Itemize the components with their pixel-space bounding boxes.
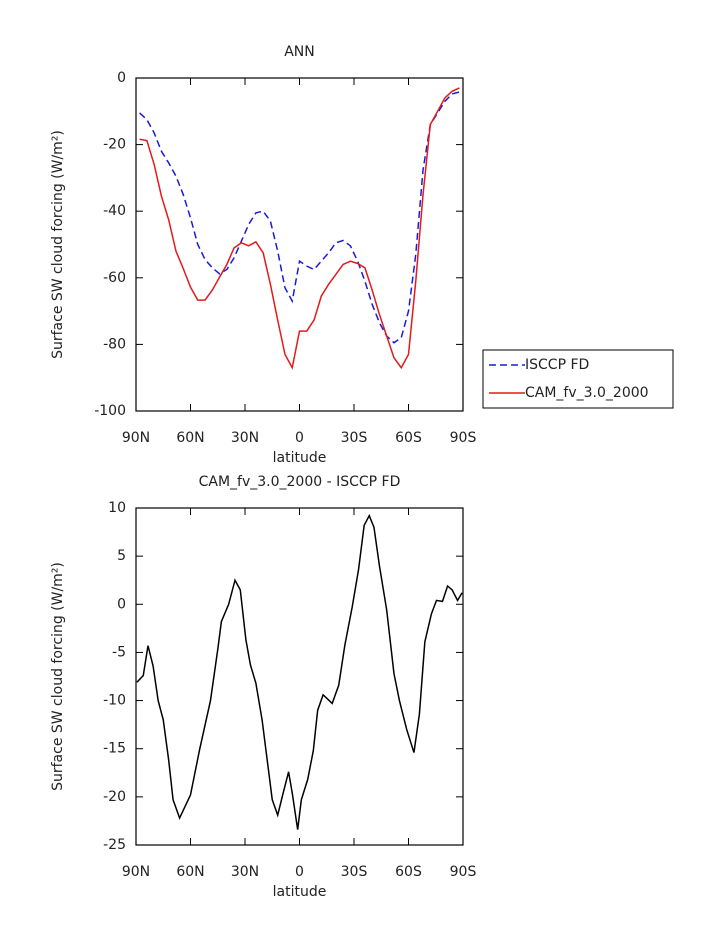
data-line — [136, 513, 463, 830]
x-tick-label: 60N — [176, 430, 204, 446]
chart-title: CAM_fv_3.0_2000 - ISCCP FD — [199, 474, 401, 490]
data-line — [139, 91, 460, 344]
x-tick-label: 30N — [231, 864, 259, 880]
y-tick-label: 0 — [117, 70, 126, 86]
legend-label: ISCCP FD — [525, 357, 589, 373]
y-tick-label: 0 — [117, 596, 126, 612]
data-line — [139, 87, 460, 370]
chart-title: ANN — [284, 44, 315, 60]
x-tick-label: 30S — [341, 430, 368, 446]
x-tick-label: 60N — [176, 864, 204, 880]
y-tick-label: -20 — [103, 137, 126, 153]
legend-box — [482, 349, 674, 409]
x-tick-label: 90N — [122, 864, 150, 880]
y-tick-label: -25 — [103, 837, 126, 853]
chart-panel: ANN latitude Surface SW cloud forcing (W/m… — [50, 44, 674, 466]
y-tick-label: -80 — [103, 336, 126, 352]
y-tick-label: -40 — [103, 203, 126, 219]
chart-panel: CAM_fv_3.0_2000 - ISCCP FD latitude Surfac… — [50, 474, 476, 900]
y-axis-label: Surface SW cloud forcing (W/m²) — [50, 562, 66, 791]
legend-label: CAM_fv_3.0_2000 — [525, 385, 649, 401]
x-tick-label: 30S — [341, 864, 368, 880]
x-tick-label: 60S — [395, 430, 422, 446]
y-tick-label: -10 — [103, 693, 126, 709]
x-axis-label: latitude — [273, 884, 327, 900]
x-tick-label: 60S — [395, 864, 422, 880]
y-tick-label: -20 — [103, 789, 126, 805]
y-tick-label: -15 — [103, 741, 126, 757]
x-tick-label: 90S — [450, 864, 477, 880]
x-tick-label: 90N — [122, 430, 150, 446]
y-axis-label: Surface SW cloud forcing (W/m²) — [50, 130, 66, 359]
x-axis-label: latitude — [273, 450, 327, 466]
x-tick-label: 0 — [295, 430, 304, 446]
plot-frame — [135, 77, 464, 412]
y-tick-label: 10 — [108, 500, 126, 516]
y-tick-label: -5 — [112, 644, 126, 660]
y-tick-label: 5 — [117, 548, 126, 564]
y-tick-label: -100 — [94, 403, 126, 419]
x-tick-label: 90S — [450, 430, 477, 446]
x-tick-label: 0 — [295, 864, 304, 880]
x-tick-label: 30N — [231, 430, 259, 446]
plot-frame — [135, 507, 464, 846]
y-tick-label: -60 — [103, 270, 126, 286]
